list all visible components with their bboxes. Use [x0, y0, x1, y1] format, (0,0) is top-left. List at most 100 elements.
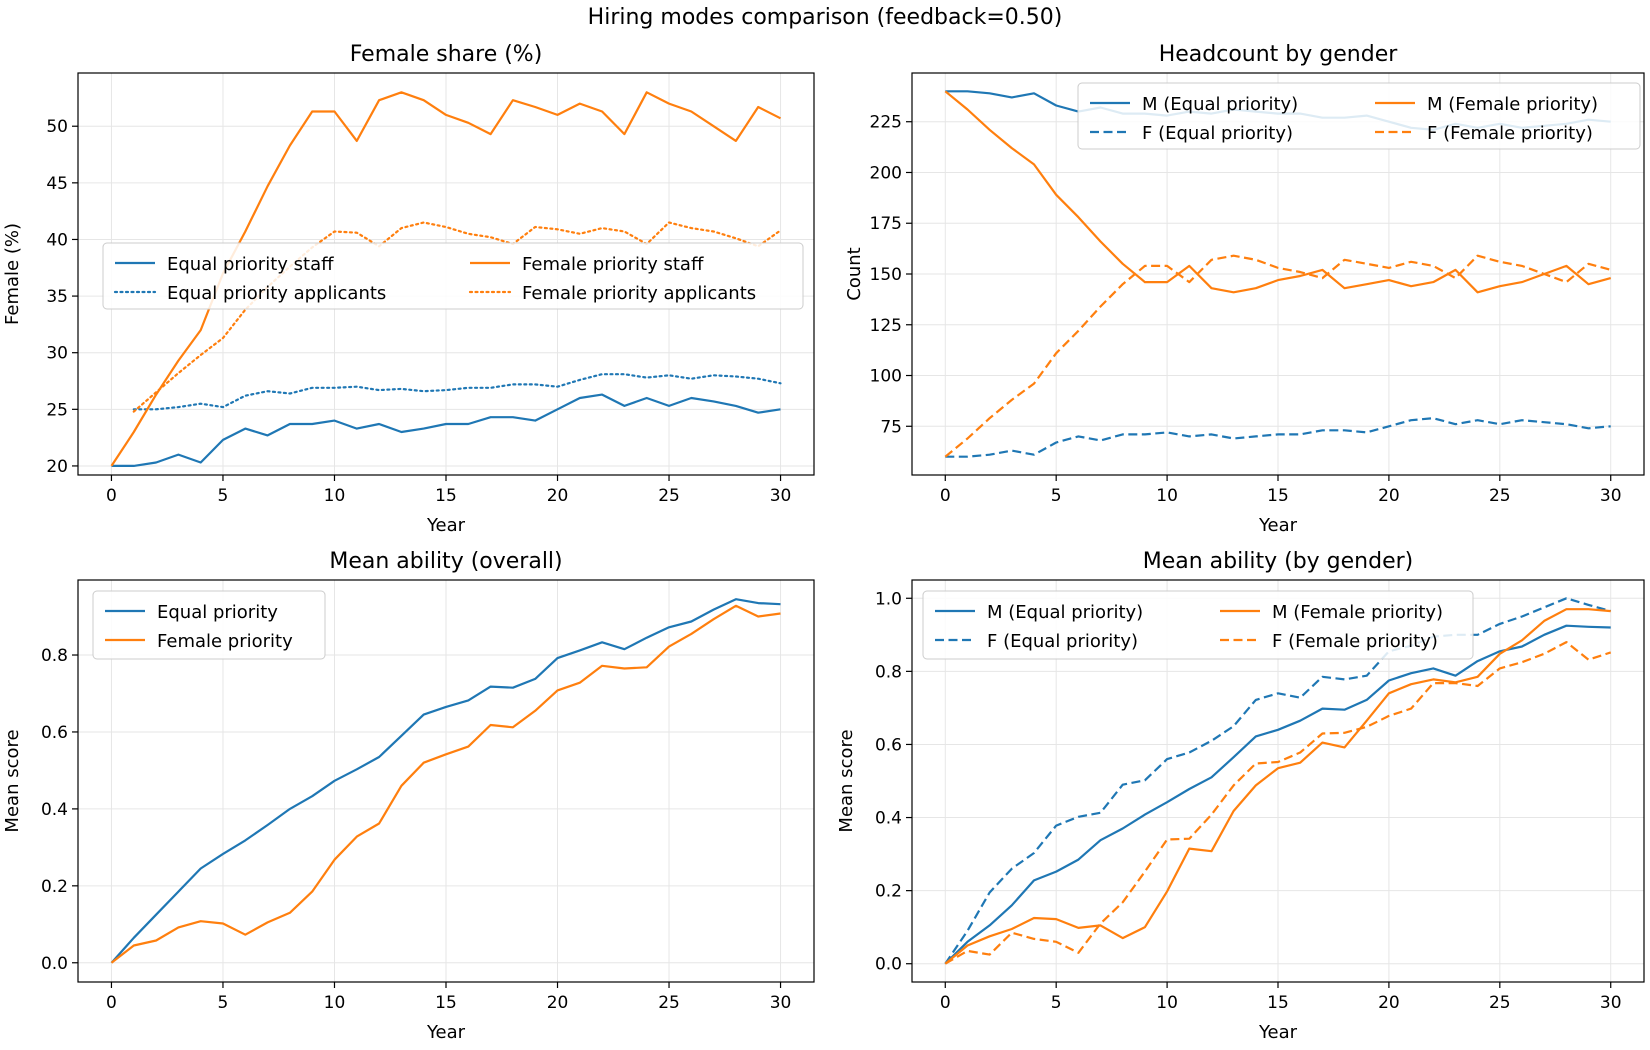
series-line-equal-priority	[110, 598, 781, 964]
x-tick-label: 30	[1600, 993, 1622, 1013]
x-tick-label: 20	[1378, 993, 1400, 1013]
x-tick-label: 30	[770, 486, 792, 506]
x-tick-label: 0	[106, 993, 117, 1013]
x-tick-label: 15	[1267, 486, 1289, 506]
x-axis-label: Year	[1258, 515, 1298, 536]
x-tick-label: 10	[324, 486, 346, 506]
y-tick-label: 0.8	[875, 662, 902, 682]
x-axis-label: Year	[426, 1022, 466, 1043]
y-tick-label: 125	[870, 316, 902, 336]
y-tick-label: 35	[46, 287, 68, 307]
legend-label: F (Equal priority)	[987, 631, 1138, 652]
series-line-f-female-priority	[944, 640, 1612, 965]
y-tick-label: 0.8	[41, 646, 68, 666]
figure-suptitle: Hiring modes comparison (feedback=0.50)	[588, 5, 1063, 30]
x-tick-label: 30	[770, 993, 792, 1013]
y-tick-label: 0.0	[875, 955, 902, 975]
legend-box	[1077, 82, 1641, 150]
legend-label: M (Female priority)	[1272, 602, 1443, 623]
x-tick-label: 5	[1051, 486, 1062, 506]
y-tick-label: 1.0	[875, 589, 902, 609]
panel-headcount: Headcount by gender Year Count 0 5 10 15 20 2…	[844, 42, 1645, 536]
y-tick-label: 75	[880, 417, 902, 437]
x-tick-label: 5	[1051, 993, 1062, 1013]
x-tick-label: 5	[218, 993, 229, 1013]
series-line-f-equal-priority	[945, 417, 1611, 458]
y-tick-label: 200	[870, 163, 902, 183]
x-tick-label: 25	[658, 486, 680, 506]
y-tick-label: 0.4	[875, 809, 902, 829]
y-tick-label: 40	[46, 230, 68, 250]
x-tick-label: 15	[1267, 993, 1289, 1013]
x-tick-label: 30	[1600, 486, 1622, 506]
legend: Equal priority staff Equal priority appli…	[102, 242, 804, 310]
y-axis-label: Mean score	[836, 729, 857, 832]
y-tick-label: 225	[870, 113, 902, 133]
x-tick-label: 0	[940, 993, 951, 1013]
y-tick-label: 45	[46, 174, 68, 194]
x-axis-label: Year	[1258, 1022, 1298, 1043]
axes-frame	[911, 72, 1645, 476]
x-tick-label: 5	[218, 486, 229, 506]
axes-frame	[77, 579, 815, 983]
axes-frame	[77, 72, 815, 476]
panel-title: Headcount by gender	[1159, 42, 1399, 67]
y-axis-label: Count	[844, 247, 865, 300]
x-tick-label: 15	[435, 486, 457, 506]
x-tick-label: 20	[547, 486, 569, 506]
y-axis-label: Mean score	[2, 729, 23, 832]
legend-label: Female priority staff	[522, 254, 704, 275]
series-line-f-equal-priority	[944, 597, 1611, 965]
y-tick-label: 175	[870, 214, 902, 234]
x-tick-label: 0	[106, 486, 117, 506]
series-line-f-female-priority	[944, 254, 1611, 458]
y-tick-label: 20	[46, 457, 68, 477]
x-tick-label: 10	[324, 993, 346, 1013]
legend-label: M (Female priority)	[1427, 94, 1598, 115]
series-lines	[110, 598, 781, 964]
legend-label: Female priority applicants	[522, 283, 756, 304]
x-tick-label: 0	[940, 486, 951, 506]
panel-title: Mean ability (by gender)	[1143, 549, 1414, 574]
y-tick-label: 100	[870, 367, 902, 387]
series-line-m-female-priority	[944, 90, 1611, 294]
y-tick-label: 30	[46, 344, 68, 364]
series-line-equal-priority-applicants	[132, 373, 782, 411]
x-axis-label: Year	[426, 515, 466, 536]
x-tick-label: 25	[1489, 486, 1511, 506]
series-line-equal-priority-staff	[111, 393, 781, 467]
y-tick-label: 0.0	[41, 954, 68, 974]
panel-female-share: Female share (%) Year Female (%) 0 5 10 15 2…	[2, 42, 815, 536]
y-tick-label: 0.2	[41, 877, 68, 897]
x-tick-label: 10	[1156, 486, 1178, 506]
legend: M (Equal priority) F (Equal priority) M (F…	[922, 590, 1474, 660]
legend-label: Equal priority	[157, 602, 278, 623]
y-tick-label: 50	[46, 117, 68, 137]
y-tick-label: 0.4	[41, 800, 68, 820]
y-tick-label: 0.6	[41, 723, 68, 743]
legend-label: F (Equal priority)	[1142, 123, 1293, 144]
axes-frame	[911, 579, 1645, 983]
x-tick-label: 25	[1489, 993, 1511, 1013]
y-tick-label: 25	[46, 400, 68, 420]
legend-label: M (Equal priority)	[1142, 94, 1298, 115]
x-tick-label: 20	[547, 993, 569, 1013]
legend-label: F (Female priority)	[1427, 123, 1593, 144]
series-line-female-priority	[110, 604, 781, 964]
legend-label: F (Female priority)	[1272, 631, 1438, 652]
legend-label: M (Equal priority)	[987, 602, 1143, 623]
legend-box	[922, 590, 1474, 660]
x-tick-label: 10	[1156, 993, 1178, 1013]
series-line-m-equal-priority	[944, 624, 1611, 965]
x-tick-label: 20	[1378, 486, 1400, 506]
panel-title: Mean ability (overall)	[329, 549, 562, 574]
y-tick-label: 150	[870, 265, 902, 285]
legend-label: Equal priority staff	[167, 254, 334, 275]
panel-ability-overall: Mean ability (overall) Year Mean score 0…	[2, 549, 815, 1043]
legend: M (Equal priority) F (Equal priority) M (F…	[1077, 82, 1641, 150]
legend-label: Equal priority applicants	[167, 283, 386, 304]
series-lines	[944, 597, 1612, 965]
legend-box	[102, 242, 804, 310]
y-tick-label: 0.6	[875, 735, 902, 755]
